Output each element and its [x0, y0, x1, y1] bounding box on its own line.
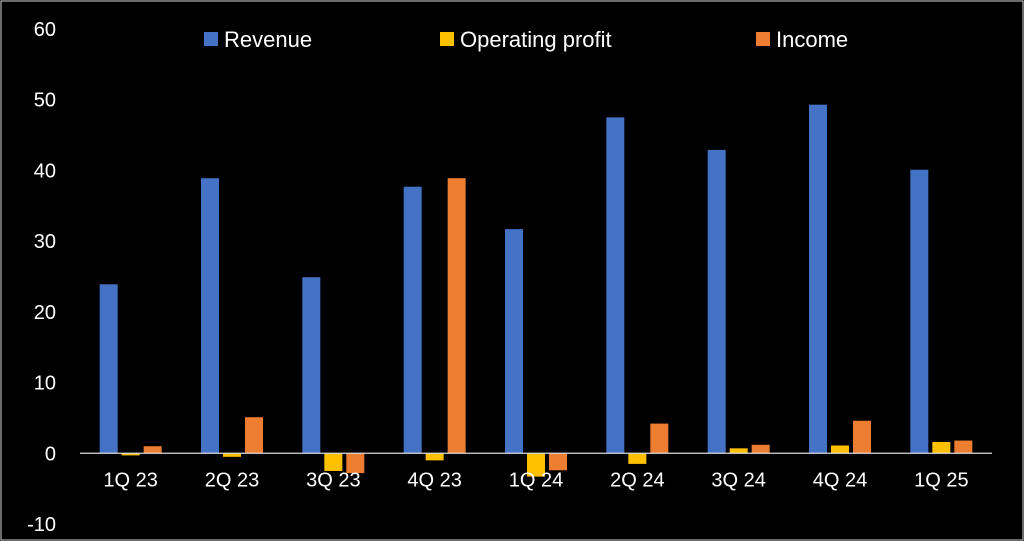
- bar-operating-profit-4q-24: [831, 445, 849, 454]
- y-axis: -10 0 10 20 30 40 50 60: [27, 19, 56, 536]
- bar-revenue-4q-23: [403, 186, 422, 454]
- y-tick-label: 10: [34, 373, 56, 395]
- bar-income-2q-23: [245, 417, 263, 454]
- bar-revenue-2q-24: [606, 117, 625, 454]
- legend: Revenue Operating profit Income: [204, 27, 848, 52]
- x-tick-label: 1Q 25: [914, 469, 968, 491]
- bar-income-1q-25: [954, 440, 973, 454]
- y-tick-label: 0: [45, 443, 56, 465]
- bar-revenue-2q-23: [201, 178, 219, 454]
- bar-operating-profit-4q-23: [425, 453, 444, 461]
- x-tick-label: 1Q 23: [103, 469, 157, 491]
- y-tick-label: 20: [34, 302, 56, 324]
- legend-swatch-income: [756, 32, 770, 46]
- x-tick-label: 3Q 23: [306, 469, 360, 491]
- x-tick-label: 1Q 24: [509, 469, 563, 491]
- legend-swatch-revenue: [204, 32, 218, 46]
- bar-income-3q-23: [346, 453, 365, 474]
- bar-operating-profit-1q-25: [932, 441, 951, 454]
- bar-operating-profit-3q-24: [729, 448, 748, 454]
- bar-income-4q-23: [447, 178, 466, 454]
- legend-label-operating-profit: Operating profit: [460, 27, 612, 52]
- bar-revenue-1q-25: [910, 169, 929, 454]
- bar-revenue-1q-23: [99, 284, 118, 454]
- bar-revenue-3q-24: [707, 149, 726, 454]
- x-tick-label: 2Q 24: [610, 469, 664, 491]
- y-tick-label: 60: [34, 19, 56, 41]
- y-tick-label: 30: [34, 231, 56, 253]
- y-tick-label: 40: [34, 160, 56, 182]
- legend-label-income: Income: [776, 27, 848, 52]
- bar-operating-profit-1q-24: [527, 453, 545, 477]
- bar-revenue-3q-23: [302, 277, 321, 454]
- bar-income-1q-23: [143, 446, 162, 454]
- bar-operating-profit-3q-23: [324, 453, 343, 471]
- y-tick-label: -10: [27, 514, 56, 536]
- bar-income-2q-24: [650, 423, 669, 454]
- bars: [99, 104, 973, 477]
- bar-income-4q-24: [853, 420, 871, 454]
- legend-label-revenue: Revenue: [224, 27, 312, 52]
- bar-operating-profit-2q-24: [628, 453, 647, 464]
- bar-operating-profit-1q-23: [121, 453, 140, 456]
- y-tick-label: 50: [34, 90, 56, 112]
- x-tick-label: 3Q 24: [711, 469, 765, 491]
- legend-swatch-operating-profit: [440, 32, 454, 46]
- bar-revenue-4q-24: [809, 104, 827, 454]
- bar-revenue-1q-24: [505, 229, 523, 454]
- bar-operating-profit-2q-23: [223, 453, 241, 457]
- x-axis: 1Q 23 2Q 23 3Q 23 4Q 23 1Q 24 2Q 24 3Q 24 4Q 24…: [103, 469, 968, 491]
- x-tick-label: 4Q 24: [813, 469, 867, 491]
- bar-income-1q-24: [549, 453, 567, 471]
- x-tick-label: 2Q 23: [205, 469, 259, 491]
- x-tick-label: 4Q 23: [407, 469, 461, 491]
- bar-income-3q-24: [751, 444, 770, 454]
